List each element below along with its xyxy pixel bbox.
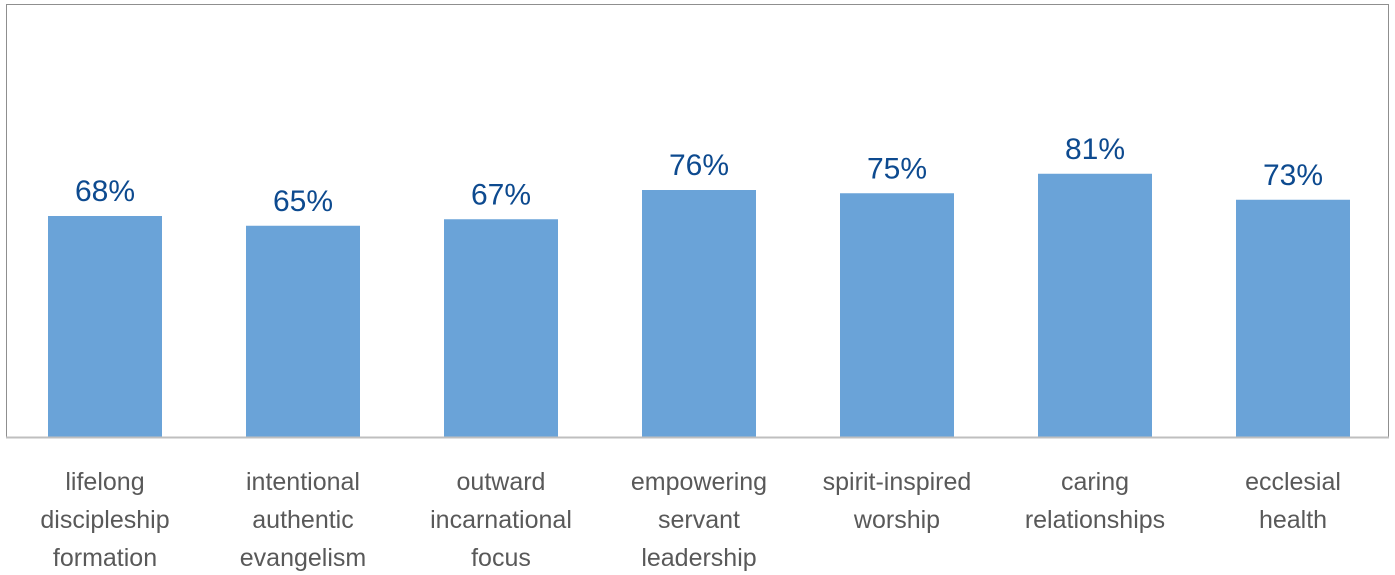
bar-3 [444, 219, 558, 437]
value-label-5: 75% [867, 152, 927, 185]
value-label-3: 67% [471, 178, 531, 211]
bar-4 [642, 190, 756, 437]
category-label-6: caring relationships [1025, 468, 1165, 534]
bar-7 [1236, 199, 1350, 437]
bar-2 [246, 225, 360, 437]
category-label-7: ecclesial health [1245, 468, 1341, 534]
value-label-7: 73% [1263, 159, 1323, 192]
value-label-4: 76% [669, 149, 729, 182]
value-label-6: 81% [1065, 133, 1125, 166]
bar-6 [1038, 173, 1152, 437]
category-label-5: spirit-inspired worship [823, 468, 972, 534]
category-labels-group: lifelong discipleship formation intentional… [40, 468, 1341, 572]
category-label-1: lifelong discipleship formation [40, 468, 169, 572]
value-label-2: 65% [273, 185, 333, 218]
category-label-4: empowering servant leadership [631, 468, 767, 572]
category-label-2: intentional authentic evangelism [240, 468, 366, 572]
value-labels-group: 68% 65% 67% 76% 75% 81% 73% [75, 133, 1323, 218]
bars-group [48, 173, 1350, 437]
bar-5 [840, 193, 954, 437]
value-label-1: 68% [75, 175, 135, 208]
category-label-3: outward incarnational focus [430, 468, 572, 572]
bar-1 [48, 216, 162, 437]
